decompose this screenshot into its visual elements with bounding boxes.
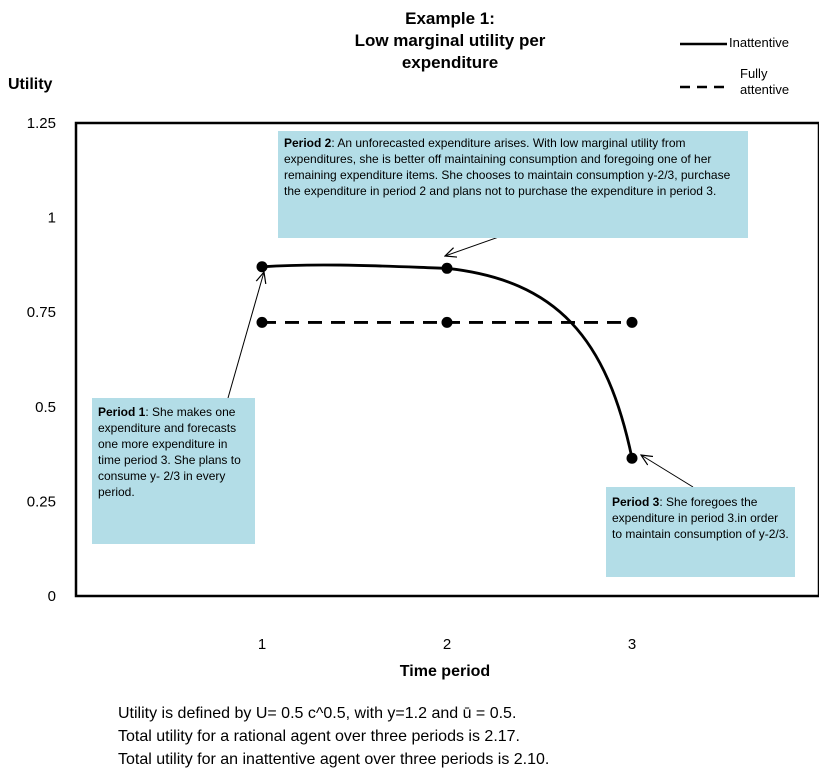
plot-area-border bbox=[74, 121, 819, 598]
chart-title-line-1: Example 1: bbox=[405, 9, 495, 28]
arrow-period-3 bbox=[641, 455, 694, 488]
data-point-fully-attentive-3 bbox=[626, 316, 638, 328]
legend-label-inattentive: Inattentive bbox=[729, 35, 789, 50]
data-point-inattentive-1 bbox=[256, 261, 268, 273]
x-tick-label: 2 bbox=[443, 636, 451, 653]
y-tick-label: 1 bbox=[48, 210, 56, 227]
y-tick-labels: 0 0.25 0.5 0.75 1 1.25 bbox=[27, 115, 56, 605]
y-axis-label: Utility bbox=[8, 76, 53, 93]
callout-period-2-head: Period 2 bbox=[284, 136, 332, 150]
footnote: Utility is defined by U= 0.5 c^0.5, with… bbox=[118, 702, 549, 771]
points-layer bbox=[256, 261, 638, 464]
legend-label-attentive-line-1: Fully bbox=[740, 66, 768, 81]
callout-period-2: Period 2: An unforecasted expenditure ar… bbox=[278, 131, 748, 238]
y-tick-label: 0 bbox=[48, 588, 56, 605]
callout-period-2-text: : An unforecasted expenditure arises. Wi… bbox=[284, 136, 731, 198]
footnote-line-2: Total utility for a rational agent over … bbox=[118, 728, 520, 745]
x-tick-labels: 1 2 3 bbox=[258, 636, 636, 653]
legend-label-attentive: Fully attentive bbox=[740, 66, 789, 98]
callout-period-1: Period 1: She makes one expenditure and … bbox=[92, 398, 255, 544]
legend-label-attentive-line-2: attentive bbox=[740, 82, 790, 97]
callout-period-1-text: : She makes one expenditure and forecast… bbox=[98, 405, 241, 499]
callout-period-1-head: Period 1 bbox=[98, 405, 146, 419]
data-point-fully-attentive-2 bbox=[441, 316, 453, 328]
footnote-line-1: Utility is defined by U= 0.5 c^0.5, with… bbox=[118, 705, 517, 722]
x-axis-label: Time period bbox=[399, 663, 491, 680]
y-tick-label: 0.75 bbox=[27, 304, 56, 321]
series-layer bbox=[261, 263, 634, 459]
y-tick-label: 0.5 bbox=[35, 399, 56, 416]
chart-title-line-2: Low marginal utility per bbox=[354, 31, 546, 50]
y-tick-label: 0.25 bbox=[27, 493, 56, 510]
data-point-inattentive-2 bbox=[441, 262, 453, 274]
arrow-period-1 bbox=[227, 272, 264, 399]
chart-title: Example 1: Low marginal utility per expe… bbox=[300, 8, 600, 74]
series-line-inattentive bbox=[261, 263, 634, 459]
footnote-line-3: Total utility for an inattentive agent o… bbox=[118, 751, 550, 768]
callout-period-3-text: : She foregoes the expenditure in period… bbox=[612, 495, 789, 541]
x-tick-label: 1 bbox=[258, 636, 266, 653]
chart-title-line-3: expenditure bbox=[401, 53, 499, 72]
data-point-inattentive-3 bbox=[626, 452, 638, 464]
data-point-fully-attentive-1 bbox=[256, 316, 268, 328]
callout-period-3-head: Period 3 bbox=[612, 495, 660, 509]
callout-period-3: Period 3: She foregoes the expenditure i… bbox=[606, 487, 795, 577]
x-tick-label: 3 bbox=[628, 636, 636, 653]
y-tick-label: 1.25 bbox=[27, 115, 56, 132]
